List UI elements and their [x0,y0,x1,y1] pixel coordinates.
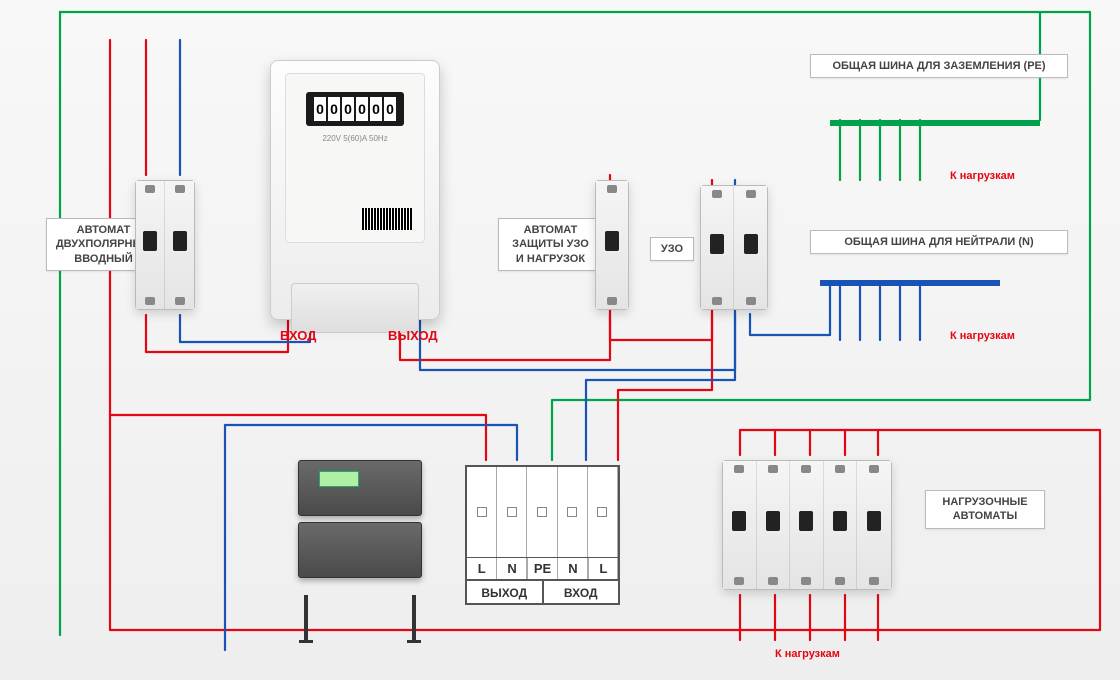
input-breaker [135,180,195,310]
meter-barcode [362,208,412,230]
rcd-protect-breaker [595,180,629,310]
meter-input-label: ВХОД [280,328,316,343]
meter-digits: 000000 [314,97,396,121]
to-loads-breakers: К нагрузкам [775,648,840,660]
energy-meter: 000000 220V 5(60)A 50Hz [270,60,440,320]
neutral-bus-bar [820,280,1000,286]
to-loads-pe: К нагрузкам [950,170,1015,182]
stabilizer-in: ВХОД [544,581,619,603]
to-loads-n: К нагрузкам [950,330,1015,342]
meter-spec: 220V 5(60)A 50Hz [286,134,424,143]
stabilizer-terminals: LNPENL ВЫХОД ВХОД [465,465,620,605]
label-rcd: УЗО [650,237,694,261]
label-ground-bus: Общая шина для заземления (PE) [810,54,1068,78]
label-load-breakers: Нагрузочные автоматы [925,490,1045,529]
stabilizer-out: ВЫХОД [467,581,544,603]
meter-output-label: ВЫХОД [388,328,438,343]
stabilizer-letters: LNPENL [467,557,618,579]
ground-bus-bar [830,120,1040,126]
rcd-device [700,185,768,310]
ups-device [290,460,430,640]
load-breakers [722,460,892,590]
label-neutral-bus: Общая шина для нейтрали (N) [810,230,1068,254]
label-rcd-protect: Автомат защиты УЗО и нагрузок [498,218,603,271]
